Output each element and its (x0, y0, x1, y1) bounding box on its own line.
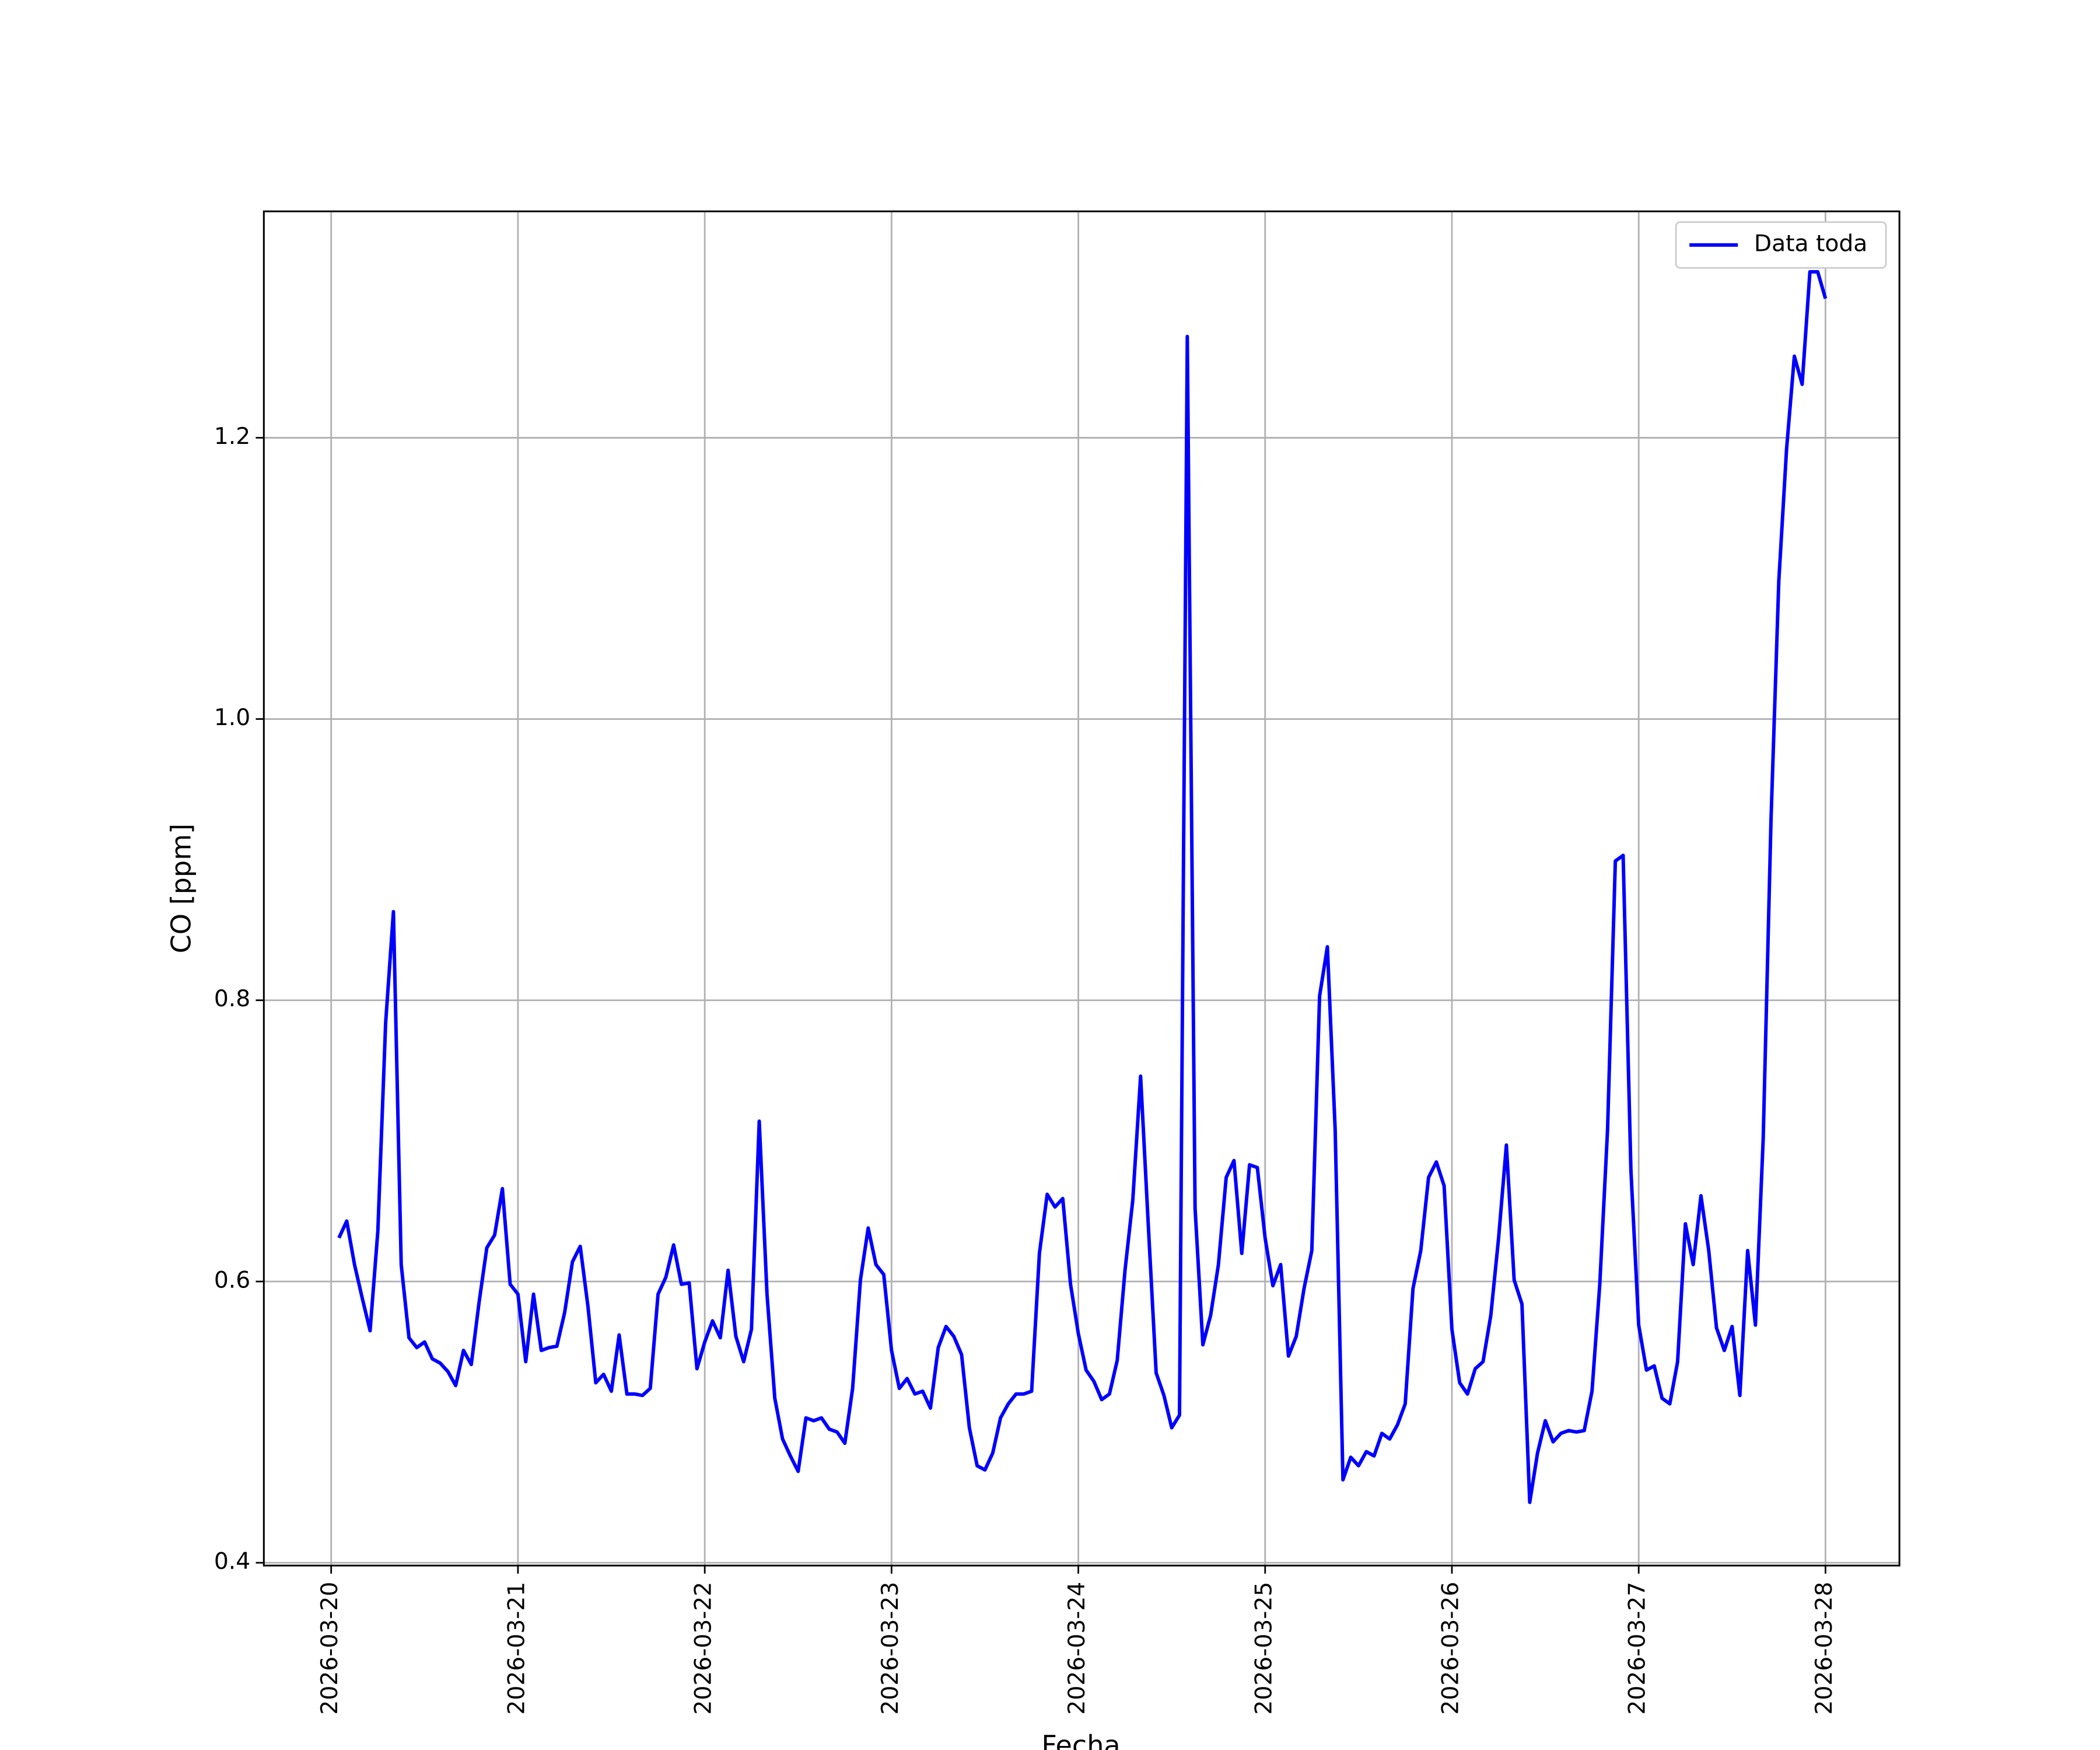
y-tick-label: 1.0 (214, 705, 250, 731)
x-tick-label: 2026-03-24 (1064, 1582, 1090, 1715)
x-tick-label: 2026-03-22 (691, 1582, 717, 1715)
x-tick-label: 2026-03-25 (1251, 1582, 1277, 1715)
data-line (337, 270, 1828, 1504)
x-tick-label: 2026-03-28 (1811, 1582, 1838, 1715)
x-tick-label: 2026-03-20 (317, 1582, 343, 1715)
x-axis-label: Fecha (1041, 1730, 1120, 1750)
y-tick-label: 0.6 (214, 1267, 250, 1293)
plot-frame (262, 210, 1901, 1567)
x-tick-label: 2026-03-26 (1437, 1582, 1464, 1715)
x-tick-label: 2026-03-21 (503, 1582, 530, 1715)
y-tick-label: 1.2 (214, 424, 250, 450)
legend-label: Data toda (1754, 231, 1867, 257)
legend-box (1675, 221, 1887, 269)
y-axis-label: CO [ppm] (165, 824, 197, 954)
y-tick-label: 0.8 (214, 986, 250, 1012)
x-tick-label: 2026-03-27 (1625, 1582, 1651, 1715)
x-tick-label: 2026-03-23 (877, 1582, 904, 1715)
y-tick-label: 0.4 (214, 1549, 250, 1575)
